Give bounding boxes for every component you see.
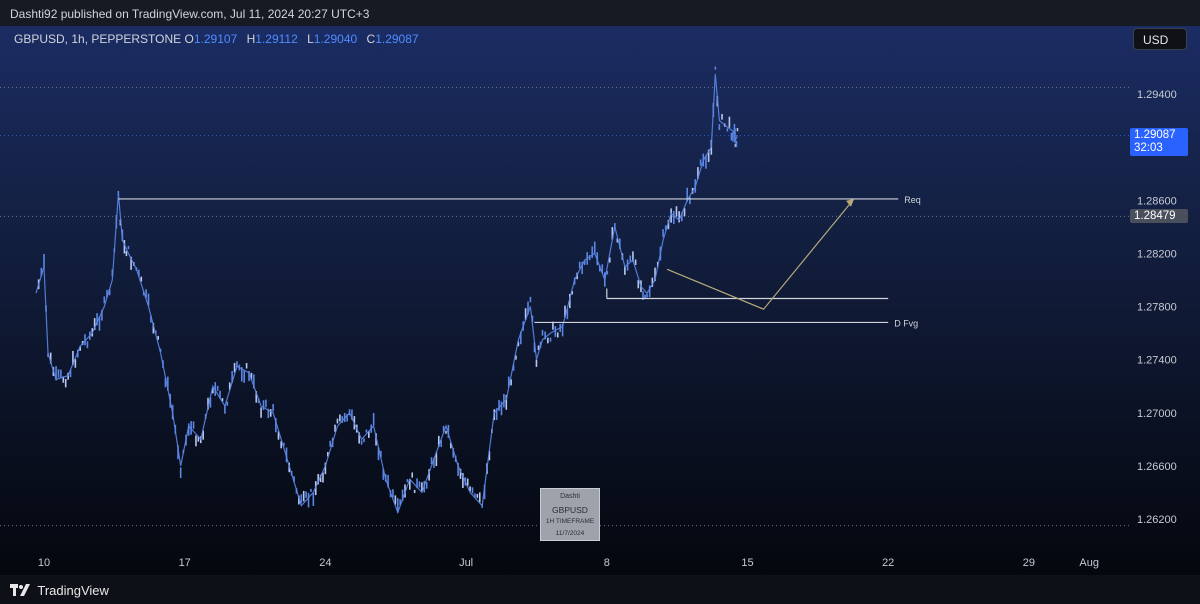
- y-tick-label: 1.26600: [1137, 461, 1177, 473]
- price-chart[interactable]: Req D Fvg 1.29400 1.28600 1.28200 1.27800 1.27…: [0, 26, 1200, 575]
- y-tick-label: 1.27400: [1137, 355, 1177, 367]
- current-price-badge: 1.29087 32:03: [1130, 128, 1188, 156]
- arrow-head-icon: [846, 198, 855, 207]
- open-value: 1.29107: [193, 32, 238, 46]
- high-value: 1.29112: [255, 32, 298, 46]
- chart-area[interactable]: Req D Fvg 1.29400 1.28600 1.28200 1.27800 1.27…: [0, 26, 1200, 575]
- countdown-timer: 32:03: [1134, 142, 1163, 154]
- low-label: L: [307, 32, 314, 46]
- watermark-symbol: GBPUSD: [552, 505, 588, 515]
- x-tick-label: Jul: [459, 557, 473, 569]
- y-tick-label: 1.27000: [1137, 408, 1177, 420]
- published-text: Dashti92 published on TradingView.com, J…: [10, 7, 370, 21]
- x-tick-label: 8: [604, 557, 610, 569]
- watermark-date: 11/7/2024: [555, 530, 585, 537]
- watermark-author: Dashti: [560, 493, 580, 500]
- price-line: [35, 74, 739, 515]
- y-tick-label: 1.27800: [1137, 302, 1177, 314]
- watermark-timeframe: 1H TIMEFRAME: [545, 518, 595, 525]
- high-label: H: [246, 32, 256, 46]
- current-price-value: 1.29087: [1134, 129, 1176, 141]
- publisher-bar: Dashti92 published on TradingView.com, J…: [0, 0, 1200, 26]
- tradingview-logo-icon: [10, 584, 30, 596]
- close-value: 1.29087: [375, 32, 419, 46]
- y-tick-label: 1.26200: [1137, 514, 1177, 526]
- level-label-req: Req: [904, 195, 921, 205]
- currency-button[interactable]: USD: [1133, 28, 1187, 50]
- open-label: O: [184, 32, 194, 46]
- symbol-name: GBPUSD, 1h, PEPPERSTONE: [14, 32, 182, 46]
- footer-brand: TradingView: [37, 583, 109, 598]
- level-price-badge: 1.28479: [1130, 209, 1188, 223]
- level-label-d-fvg: D Fvg: [894, 318, 918, 328]
- x-tick-label: Aug: [1079, 557, 1099, 569]
- x-tick-label: 24: [319, 557, 331, 569]
- x-tick-label: 17: [179, 557, 191, 569]
- watermark-box: Dashti GBPUSD 1H TIMEFRAME 11/7/2024: [540, 488, 600, 541]
- y-tick-label: 1.28600: [1137, 195, 1177, 207]
- x-tick-label: 10: [38, 557, 50, 569]
- x-tick-label: 15: [741, 557, 753, 569]
- projection-arrow: [666, 198, 855, 310]
- y-tick-label: 1.28200: [1137, 248, 1177, 260]
- low-value: 1.29040: [313, 32, 358, 46]
- x-tick-label: 22: [882, 557, 894, 569]
- y-tick-label: 1.29400: [1137, 89, 1177, 101]
- x-tick-label: 29: [1023, 557, 1035, 569]
- close-label: C: [366, 32, 376, 46]
- symbol-legend: GBPUSD, 1h, PEPPERSTONE O1.29107 H1.2911…: [14, 32, 425, 46]
- footer: TradingView: [0, 575, 1200, 604]
